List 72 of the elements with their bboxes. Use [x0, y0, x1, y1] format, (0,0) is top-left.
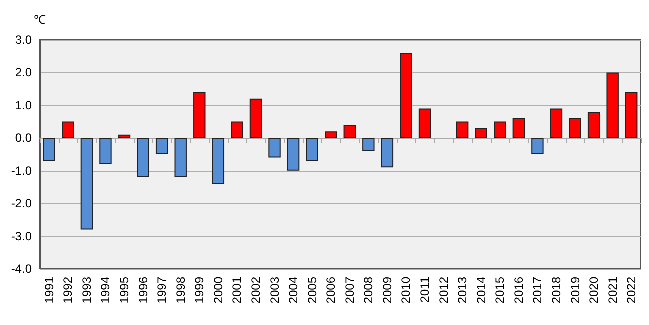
- y-tick-label: 0.0: [15, 131, 32, 146]
- bar: [400, 53, 412, 138]
- bar: [137, 138, 150, 178]
- x-tick-label: 2011: [418, 276, 432, 303]
- bar: [325, 132, 338, 138]
- y-axis-title: ℃: [34, 13, 46, 27]
- bar: [174, 138, 187, 178]
- bar: [231, 122, 244, 138]
- bar: [418, 108, 432, 138]
- bar: [250, 98, 262, 138]
- x-tick-label: 2002: [248, 276, 263, 304]
- bar: [606, 72, 619, 138]
- y-tick-label: -2.0: [11, 196, 32, 211]
- y-tick-label: -3.0: [11, 229, 32, 244]
- bar: [306, 138, 318, 162]
- bar: [212, 138, 225, 184]
- bar: [456, 122, 469, 138]
- x-tick-label: 2017: [530, 276, 545, 304]
- x-tick-label: 2000: [211, 276, 226, 304]
- x-tick-label: 2019: [568, 276, 582, 304]
- bar: [118, 134, 131, 138]
- x-tick-label: 2001: [230, 276, 244, 304]
- x-tick-label: 1995: [118, 276, 132, 304]
- bar: [268, 138, 281, 158]
- bar: [100, 138, 112, 164]
- bar: [287, 138, 300, 171]
- bar: [43, 138, 56, 162]
- bar: [494, 122, 506, 138]
- bar: [512, 118, 526, 138]
- x-tick-label: 1998: [174, 276, 188, 304]
- bar: [80, 138, 94, 230]
- bar: [550, 108, 563, 138]
- x-tick-label: 1996: [136, 276, 150, 304]
- x-tick-label: 1999: [192, 276, 207, 304]
- bar: [569, 118, 582, 138]
- bar: [194, 92, 206, 138]
- bar: [588, 112, 600, 138]
- x-tick-label: 2009: [380, 276, 394, 304]
- x-tick-label: 2018: [549, 276, 564, 304]
- x-tick-label: 2022: [624, 276, 639, 304]
- bar: [532, 138, 544, 154]
- x-tick-label: 2008: [362, 276, 376, 304]
- x-tick-label: 2015: [493, 276, 508, 304]
- y-tick-label: 3.0: [15, 33, 32, 47]
- bar: [156, 138, 168, 154]
- y-tick-label: -1.0: [11, 164, 32, 178]
- x-tick-label: 2006: [324, 276, 338, 304]
- bar: [344, 125, 356, 138]
- y-tick-label: 1.0: [15, 98, 32, 112]
- x-tick-label: 2005: [305, 276, 320, 304]
- x-tick-label: 2003: [268, 276, 282, 304]
- bar: [475, 128, 488, 138]
- x-tick-label: 2004: [286, 276, 301, 304]
- x-tick-label: 2013: [456, 276, 470, 304]
- x-tick-label: 2014: [474, 276, 488, 304]
- x-tick-label: 2007: [342, 276, 357, 304]
- x-tick-label: 1993: [80, 276, 94, 304]
- x-tick-label: 1994: [98, 276, 113, 304]
- bar: [626, 92, 638, 138]
- x-tick-label: 2016: [512, 276, 526, 304]
- x-tick-label: 2010: [399, 276, 414, 304]
- y-tick-label: 2.0: [15, 66, 32, 80]
- bar: [381, 138, 394, 168]
- bar: [362, 138, 375, 152]
- x-tick-label: 1992: [61, 276, 76, 304]
- y-tick-label: -4.0: [11, 262, 32, 276]
- x-tick-label: 1991: [42, 276, 56, 304]
- x-tick-label: 2012: [436, 276, 451, 304]
- x-tick-label: 1997: [155, 276, 170, 304]
- x-tick-label: 2020: [587, 276, 602, 304]
- bar: [62, 122, 74, 138]
- x-tick-label: 2021: [606, 276, 620, 304]
